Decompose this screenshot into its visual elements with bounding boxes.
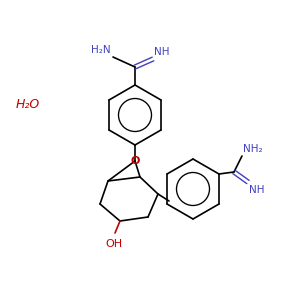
Text: NH₂: NH₂ (243, 144, 262, 154)
Text: H₂O: H₂O (16, 98, 40, 112)
Text: OH: OH (105, 239, 123, 249)
Text: NH: NH (154, 47, 170, 57)
Text: NH: NH (249, 185, 265, 195)
Text: H₂N: H₂N (92, 45, 111, 55)
Text: O: O (130, 156, 140, 166)
